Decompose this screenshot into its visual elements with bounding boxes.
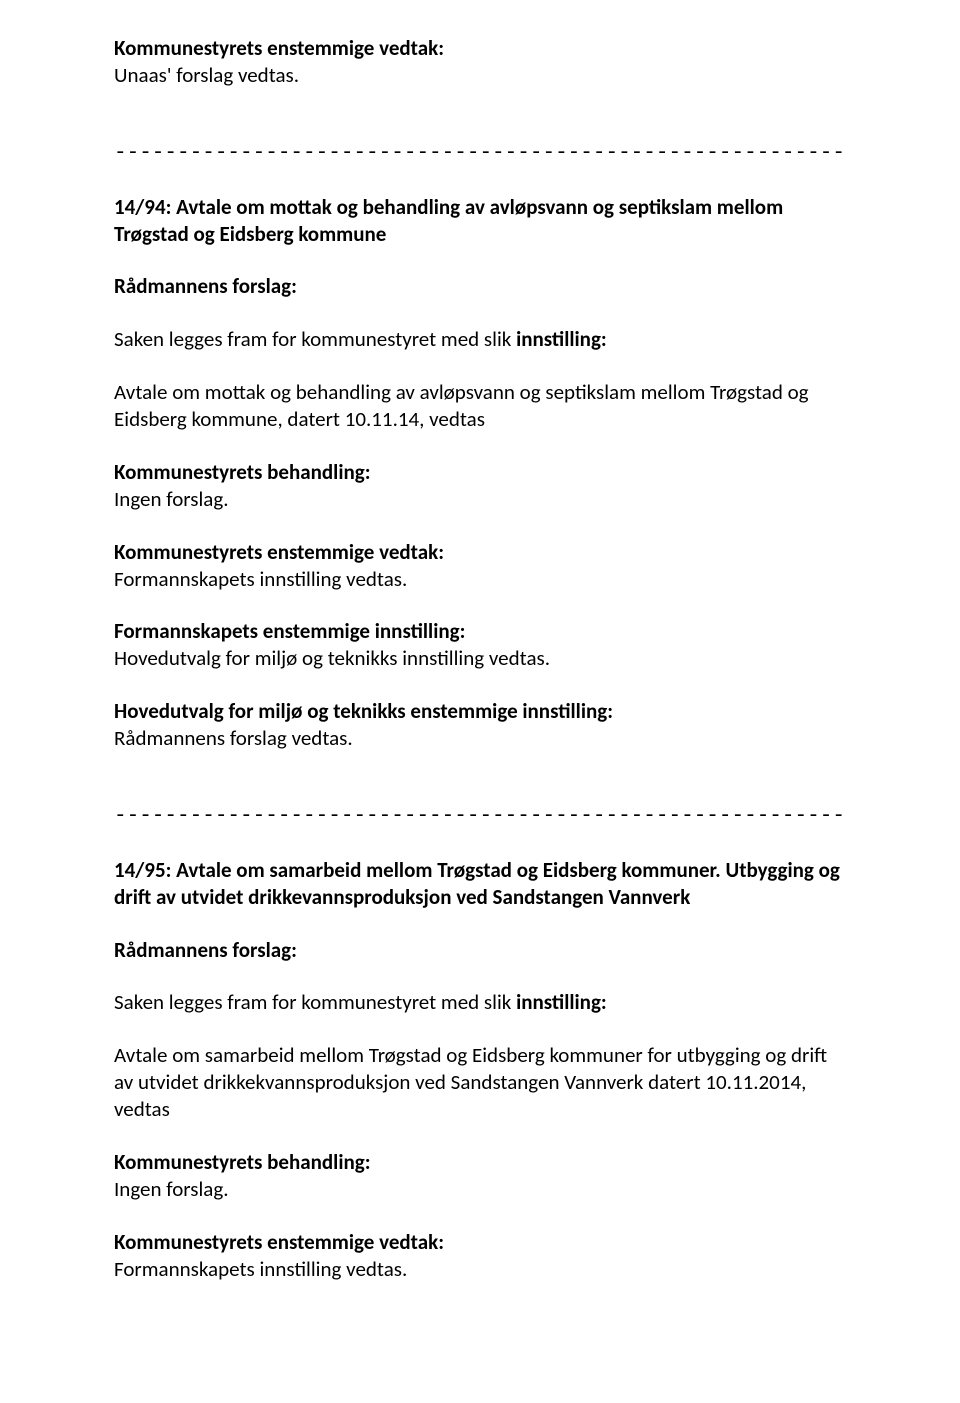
radmannens-forslag-heading-2: Rådmannens forslag: — [114, 937, 846, 964]
kev-heading-1: Kommunestyrets enstemmige vedtak: — [114, 35, 846, 62]
radmannens-forslag-heading-1: Rådmannens forslag: — [114, 273, 846, 300]
section-1: Kommunestyrets enstemmige vedtak: Unaas'… — [114, 35, 846, 89]
hmt-heading-s2: Hovedutvalg for miljø og teknikks enstem… — [114, 698, 846, 725]
hmt-block-s2: Hovedutvalg for miljø og teknikks enstem… — [114, 698, 846, 752]
kb-body-s3: Ingen forslag. — [114, 1176, 846, 1203]
rf-body1-s3: Saken legges fram for kommunestyret med … — [114, 989, 846, 1016]
kb-block-s2: Kommunestyrets behandling: Ingen forslag… — [114, 459, 846, 513]
case-title-1495: 14/95: Avtale om samarbeid mellom Trøgst… — [114, 857, 846, 911]
fei-heading-s2: Formannskapets enstemmige innstilling: — [114, 618, 846, 645]
kb-body-s2: Ingen forslag. — [114, 486, 846, 513]
rf-body2-s3: Avtale om samarbeid mellom Trøgstad og E… — [114, 1042, 846, 1123]
kb-heading-s3: Kommunestyrets behandling: — [114, 1149, 846, 1176]
kev-body-1: Unaas' forslag vedtas. — [114, 62, 846, 89]
rf-body2-s2: Avtale om mottak og behandling av avløps… — [114, 379, 846, 433]
rf-body1b-s3: innstilling: — [516, 989, 607, 1015]
rf-body1a-s3: Saken legges fram for kommunestyret med … — [114, 989, 516, 1015]
rf-body1b-s2: innstilling: — [516, 326, 607, 352]
kev-block-s2: Kommunestyrets enstemmige vedtak: Forman… — [114, 539, 846, 593]
divider-1: ----------------------------------------… — [114, 141, 848, 168]
divider-2: ----------------------------------------… — [114, 804, 848, 831]
case-title-1494: 14/94: Avtale om mottak og behandling av… — [114, 194, 846, 248]
rf-body1a-s2: Saken legges fram for kommunestyret med … — [114, 326, 516, 352]
kb-block-s3: Kommunestyrets behandling: Ingen forslag… — [114, 1149, 846, 1203]
kev-heading-s3: Kommunestyrets enstemmige vedtak: — [114, 1229, 846, 1256]
kb-heading-s2: Kommunestyrets behandling: — [114, 459, 846, 486]
hmt-body-s2: Rådmannens forslag vedtas. — [114, 725, 846, 752]
kev-block-s3: Kommunestyrets enstemmige vedtak: Forman… — [114, 1229, 846, 1283]
kev-body-s3: Formannskapets innstilling vedtas. — [114, 1256, 846, 1283]
fei-body-s2: Hovedutvalg for miljø og teknikks innsti… — [114, 645, 846, 672]
kev-heading-s2: Kommunestyrets enstemmige vedtak: — [114, 539, 846, 566]
kev-body-s2: Formannskapets innstilling vedtas. — [114, 566, 846, 593]
fei-block-s2: Formannskapets enstemmige innstilling: H… — [114, 618, 846, 672]
rf-body1-s2: Saken legges fram for kommunestyret med … — [114, 326, 846, 353]
